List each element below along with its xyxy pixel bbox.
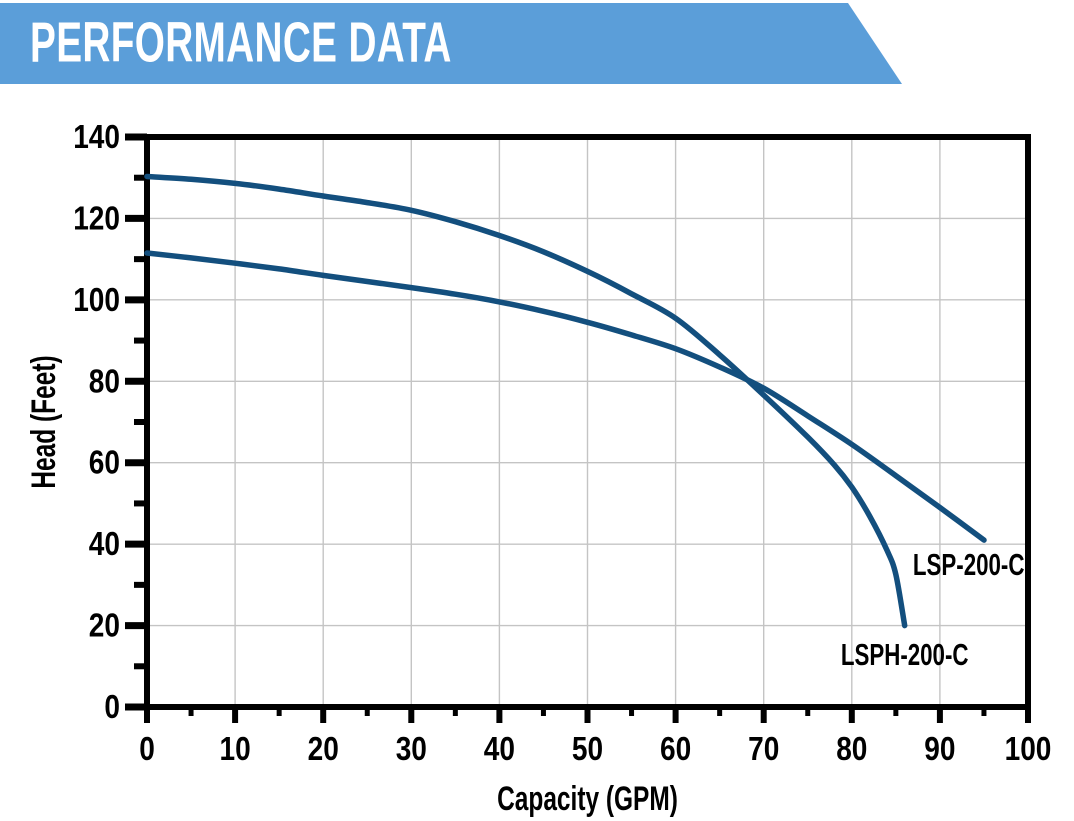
y-tick-label: 120 xyxy=(73,200,120,237)
x-tick-label: 60 xyxy=(660,731,691,768)
banner-background xyxy=(0,3,902,84)
banner: PERFORMANCE DATA xyxy=(0,3,902,84)
x-tick-label: 30 xyxy=(396,731,427,768)
y-tick-label: 0 xyxy=(104,689,120,726)
y-tick-label: 100 xyxy=(73,282,120,319)
y-axis-title: Head (Feet) xyxy=(25,355,63,488)
x-tick-label: 100 xyxy=(1005,731,1052,768)
y-tick-label: 140 xyxy=(73,119,120,156)
series-label-lsph-200-c: LSPH-200-C xyxy=(841,638,969,672)
page-title: PERFORMANCE DATA xyxy=(30,10,452,75)
y-tick-label: 80 xyxy=(89,363,120,400)
curve-lsph-200-c xyxy=(144,173,908,629)
x-tick-label: 70 xyxy=(748,731,779,768)
x-tick-label: 0 xyxy=(139,731,155,768)
axis-ticks xyxy=(125,133,1031,723)
tick-labels: 0 10 20 30 40 50 60 70 80 90 100 0 20 40 60 80 100 120 140 xyxy=(73,119,1051,768)
x-axis-title: Capacity (GPM) xyxy=(497,780,678,818)
series-label-lsp-200-c: LSP-200-C xyxy=(913,548,1025,582)
x-tick-label: 90 xyxy=(924,731,955,768)
x-tick-label: 20 xyxy=(308,731,339,768)
y-tick-label: 20 xyxy=(89,607,120,644)
x-tick-label: 40 xyxy=(484,731,515,768)
x-tick-label: 50 xyxy=(572,731,603,768)
x-tick-label: 80 xyxy=(836,731,867,768)
x-tick-label: 10 xyxy=(220,731,251,768)
curve-lsp-200-c xyxy=(144,250,987,543)
y-tick-label: 40 xyxy=(89,526,120,563)
y-tick-label: 60 xyxy=(89,445,120,482)
grid xyxy=(147,137,1028,707)
